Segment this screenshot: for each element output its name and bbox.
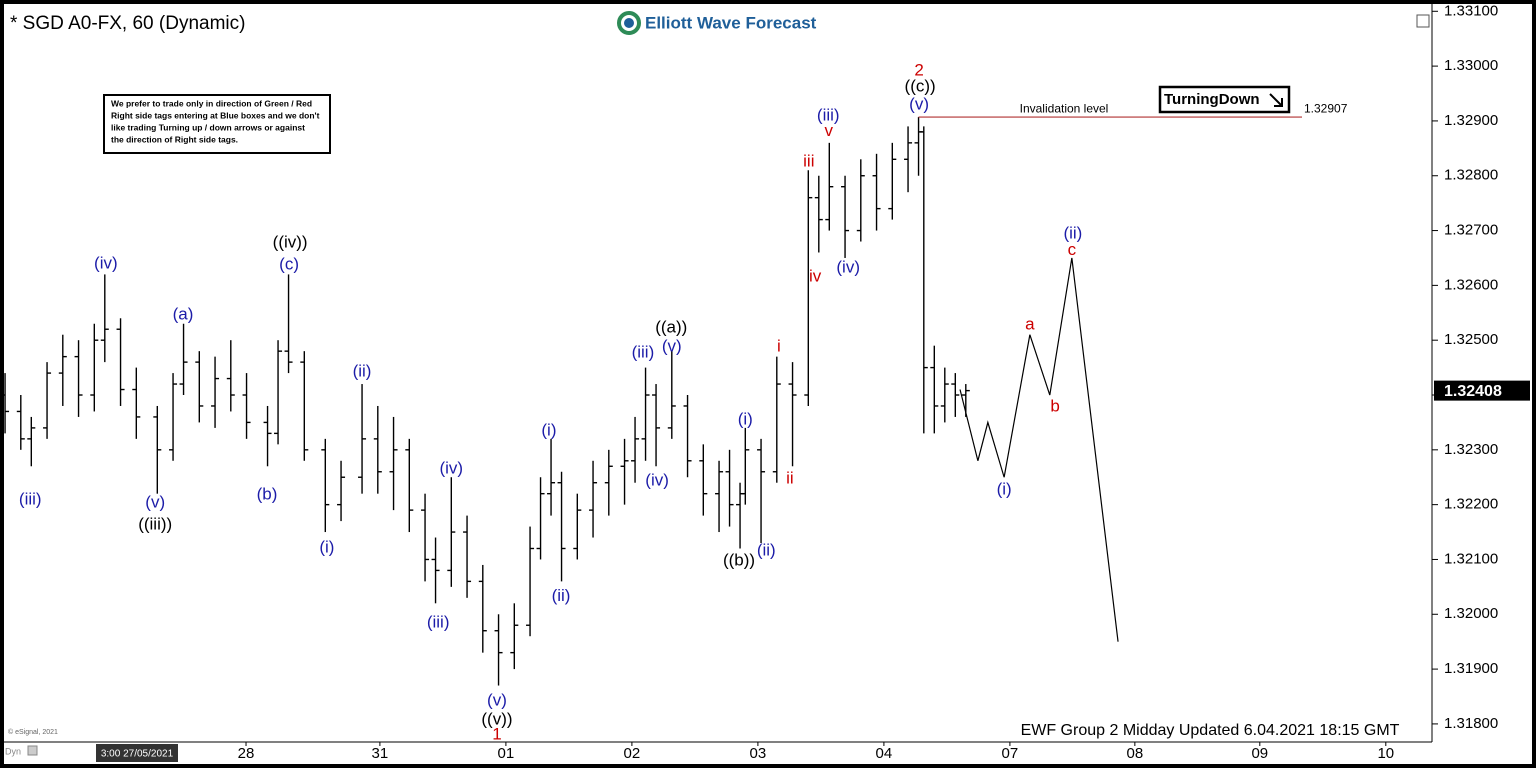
wave-label: (c) (279, 255, 299, 274)
wave-label: (v) (909, 95, 929, 114)
y-tick-label: 1.33100 (1444, 2, 1498, 19)
x-tick-label: 08 (1127, 745, 1144, 762)
last-price: 1.32408 (1444, 383, 1502, 400)
y-tick-label: 1.32900 (1444, 112, 1498, 129)
wave-label: v (825, 121, 834, 140)
x-tick-label: 01 (498, 745, 515, 762)
corner-label: Dyn (5, 746, 21, 756)
x-tick-label: 07 (1002, 745, 1019, 762)
wave-label: iii (803, 152, 814, 171)
wave-label: 2 (914, 61, 923, 80)
x-tick-label: 04 (876, 745, 893, 762)
last-price-box (1434, 380, 1530, 401)
y-tick-label: 1.32200 (1444, 496, 1498, 513)
wave-label: (i) (997, 479, 1012, 498)
brand-name: Elliott Wave Forecast (645, 13, 817, 32)
wave-label: (iv) (836, 257, 860, 276)
y-tick-label: 1.32100 (1444, 550, 1498, 567)
wave-label: i (777, 336, 781, 355)
x-tick-label: 02 (624, 745, 641, 762)
y-tick-label: 1.32800 (1444, 167, 1498, 184)
note-line: Right side tags entering at Blue boxes a… (111, 110, 320, 120)
wave-label: (i) (738, 410, 753, 429)
tag-box (1158, 85, 1291, 114)
wave-label: ((iv)) (273, 233, 308, 252)
wave-label: (v) (145, 492, 165, 511)
wave-label: c (1068, 240, 1077, 259)
note-line: We prefer to trade only in direction of … (111, 98, 312, 108)
y-tick-label: 1.32600 (1444, 276, 1498, 293)
x-tick-label: 28 (238, 745, 255, 762)
invalidation-value: 1.32907 (1304, 101, 1348, 115)
y-tick-label: 1.32000 (1444, 605, 1498, 622)
wave-label: (i) (319, 537, 334, 556)
wave-label: a (1025, 314, 1035, 333)
wave-label: (ii) (353, 361, 372, 380)
corner-icon (27, 745, 38, 756)
note-box (103, 94, 331, 154)
y-tick-label: 1.31900 (1444, 660, 1498, 677)
wave-label: (ii) (1063, 223, 1082, 242)
wave-label: b (1050, 397, 1059, 416)
wave-label: ((v)) (481, 710, 512, 729)
wave-label: ((c)) (905, 76, 936, 95)
wave-label: (i) (541, 421, 556, 440)
x-tick-label: 03 (750, 745, 767, 762)
projection-line (959, 257, 1119, 642)
wave-label: (a) (173, 304, 194, 323)
brand-logo: Elliott Wave Forecast (617, 11, 817, 35)
wave-label: 1 (492, 724, 501, 743)
wave-label: (iv) (94, 253, 118, 272)
x-tick-label: 31 (372, 745, 389, 762)
tag-label: TurningDown (1164, 91, 1260, 108)
window-icon (1416, 14, 1430, 28)
wave-label: iv (809, 267, 822, 286)
wave-label: ((a)) (655, 318, 687, 337)
y-tick-label: 1.31800 (1444, 715, 1498, 732)
wave-label: ((b)) (723, 551, 755, 570)
start-label: 3:00 27/05/2021 (101, 749, 174, 760)
chart-title: * SGD A0-FX, 60 (Dynamic) (10, 13, 245, 34)
wave-label: (ii) (757, 541, 776, 560)
wave-label: (iv) (439, 458, 463, 477)
wave-label: (iv) (645, 471, 669, 490)
wave-label: (iii) (19, 490, 42, 509)
logo-ring (617, 11, 641, 35)
wave-label: (b) (257, 484, 278, 503)
logo-core (624, 18, 634, 28)
start-box (96, 744, 178, 762)
wave-label: (v) (487, 690, 507, 709)
wave-label: (ii) (552, 586, 571, 605)
tag-arrow (1269, 93, 1283, 107)
note-line: like trading Turning up / down arrows or… (111, 122, 305, 132)
x-tick-label: 10 (1377, 745, 1394, 762)
note-line: the direction of Right side tags. (111, 134, 238, 144)
x-tick-label: 09 (1251, 745, 1268, 762)
y-tick-label: 1.32300 (1444, 441, 1498, 458)
wave-label: (iii) (817, 105, 840, 124)
wave-label: (iii) (632, 342, 655, 361)
y-tick-label: 1.32700 (1444, 222, 1498, 239)
wave-label: ii (786, 468, 794, 487)
y-tick-label: 1.33000 (1444, 57, 1498, 74)
copyright: © eSignal, 2021 (8, 728, 58, 736)
wave-label: ((iii)) (138, 514, 172, 533)
y-tick-label: 1.32500 (1444, 331, 1498, 348)
wave-label: (iii) (427, 613, 450, 632)
footer: EWF Group 2 Midday Updated 6.04.2021 18:… (1021, 722, 1400, 739)
invalidation-label: Invalidation level (1020, 101, 1109, 115)
wave-label: (v) (662, 336, 682, 355)
